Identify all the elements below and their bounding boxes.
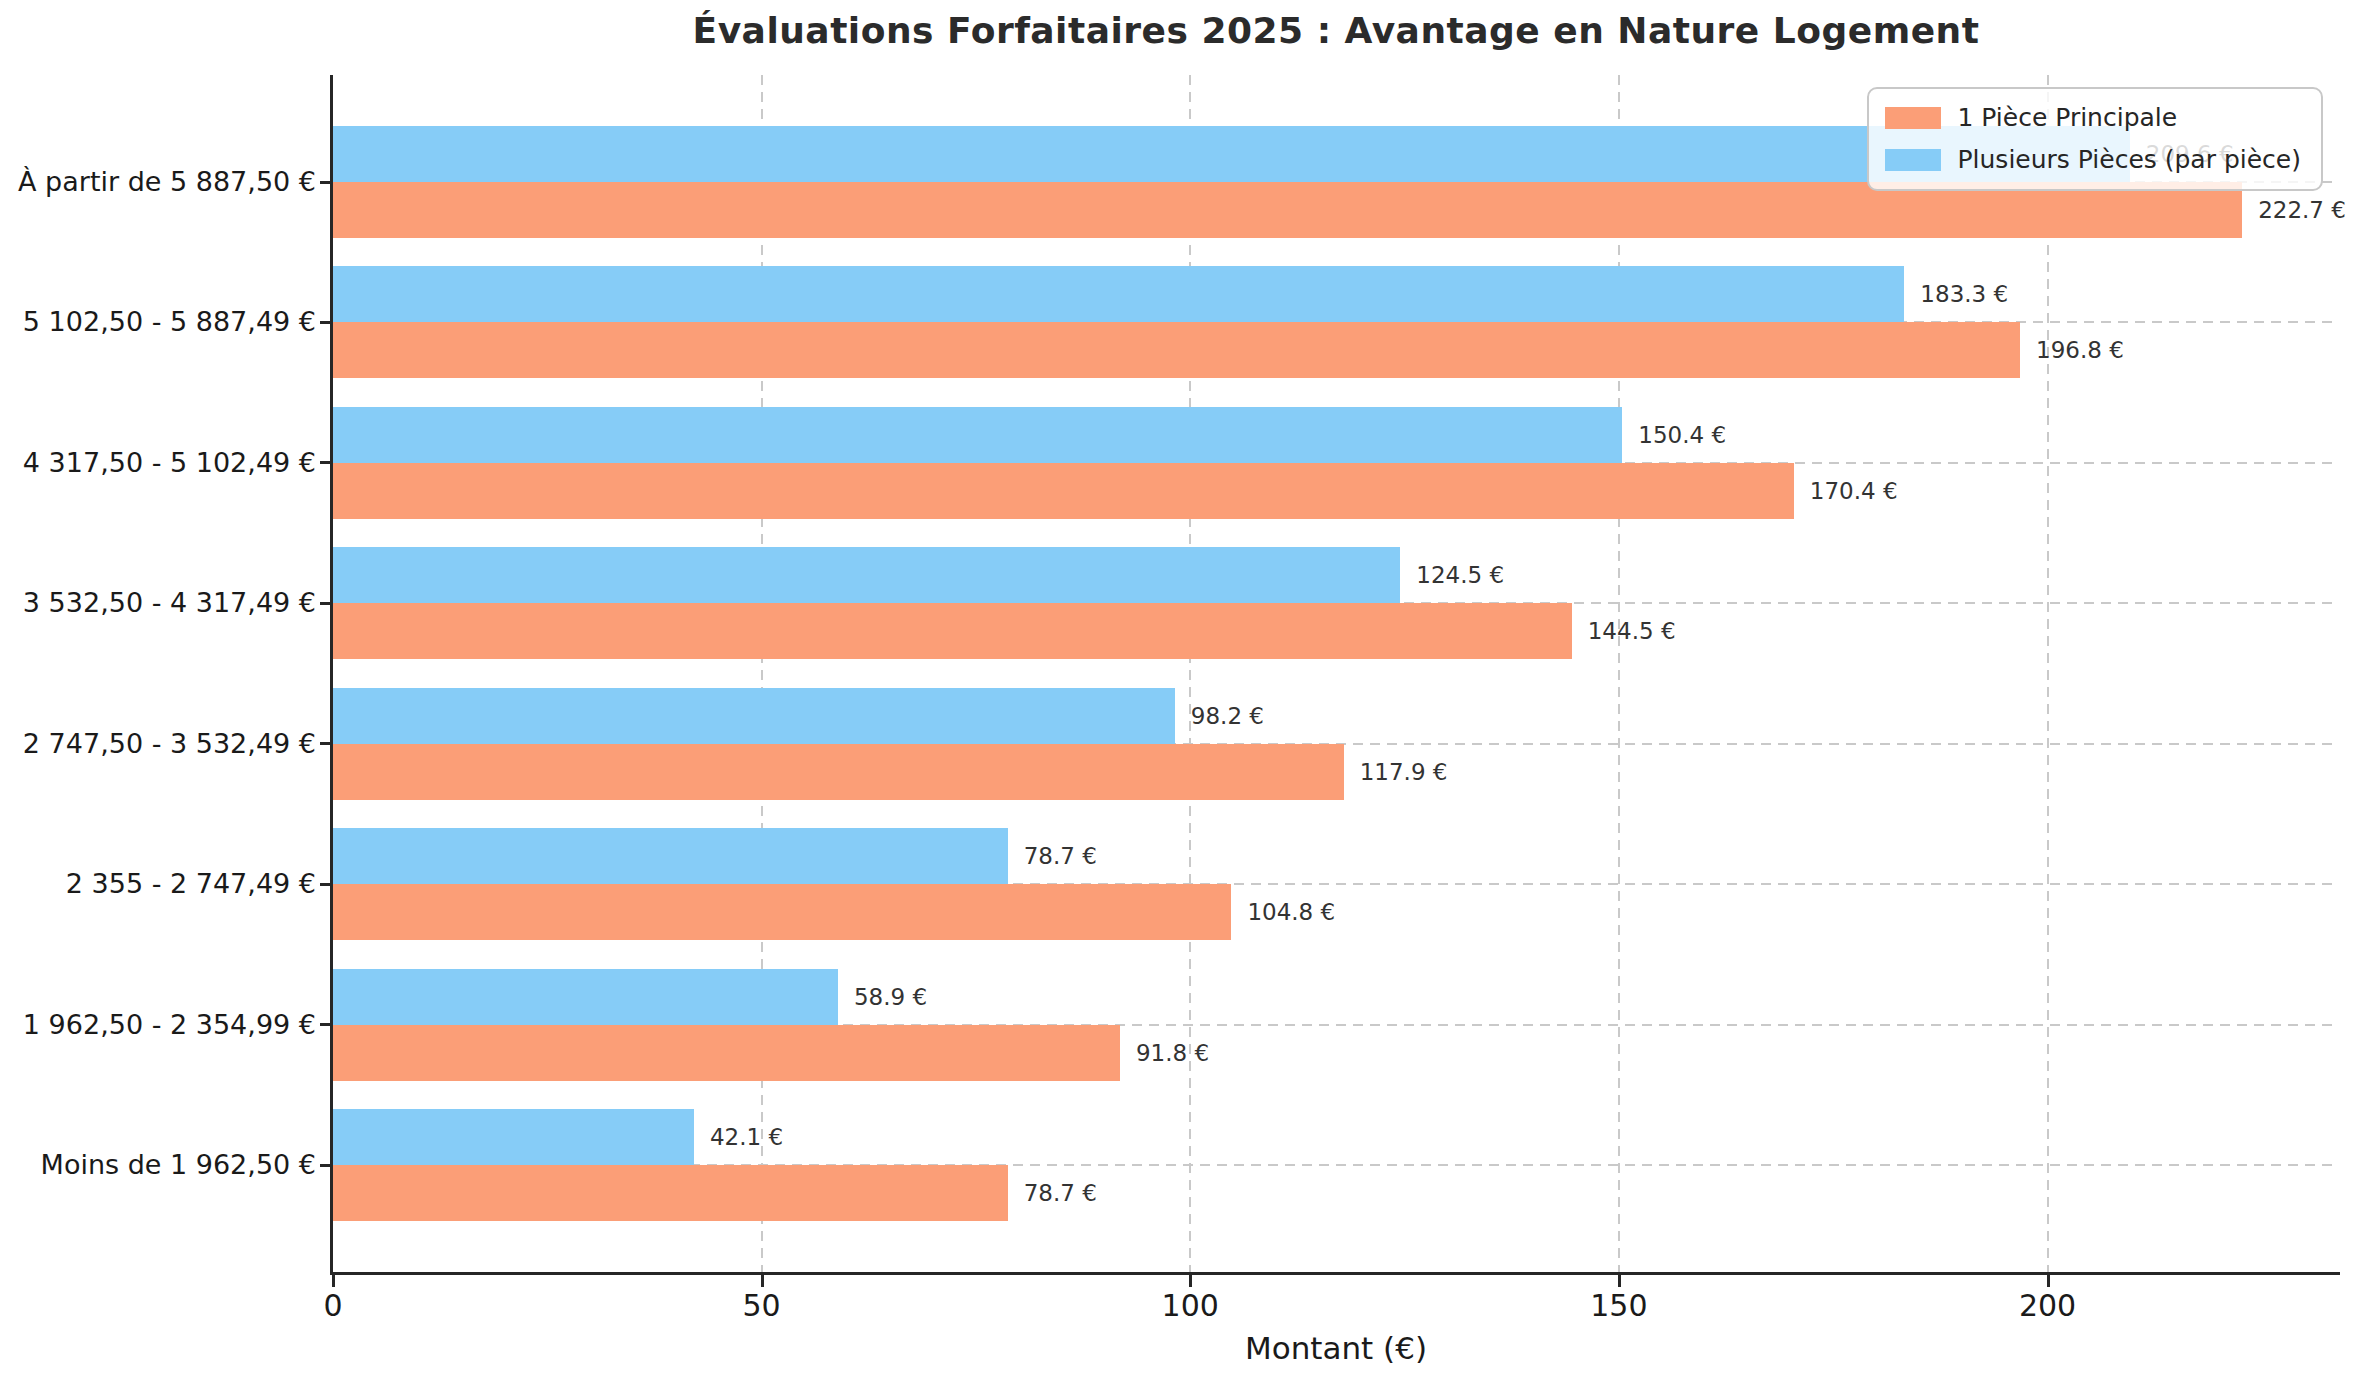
bar-value-label: 150.4 € <box>1638 420 1726 450</box>
bar-piece-principale <box>333 1025 1120 1081</box>
bar-value-label: 124.5 € <box>1416 560 1504 590</box>
y-axis-spine <box>330 75 333 1275</box>
bar-plusieurs-pieces <box>333 1109 694 1165</box>
y-tick-mark <box>320 742 332 745</box>
y-tick-label: 5 102,50 - 5 887,49 € <box>0 305 316 339</box>
legend-item-plusieurs-pieces: Plusieurs Pièces (par pièce) <box>1885 144 2301 176</box>
bar-value-label: 117.9 € <box>1360 757 1448 787</box>
bar-piece-principale <box>333 463 1794 519</box>
x-tick-mark <box>761 1275 764 1287</box>
y-tick-mark <box>320 602 332 605</box>
y-tick-mark <box>320 1023 332 1026</box>
legend-swatch-icon <box>1885 149 1941 171</box>
bar-piece-principale <box>333 603 1572 659</box>
bar-value-label: 58.9 € <box>854 982 927 1012</box>
y-tick-mark <box>320 461 332 464</box>
x-axis-title: Montant (€) <box>333 1330 2339 1366</box>
legend-label: Plusieurs Pièces (par pièce) <box>1957 144 2301 176</box>
y-tick-label: 3 532,50 - 4 317,49 € <box>0 586 316 620</box>
x-gridline <box>1618 75 1620 1272</box>
x-gridline <box>761 75 763 1272</box>
bar-value-label: 42.1 € <box>710 1122 783 1152</box>
bar-value-label: 91.8 € <box>1136 1038 1209 1068</box>
y-tick-mark <box>320 1164 332 1167</box>
legend-swatch-icon <box>1885 107 1941 129</box>
bar-plusieurs-pieces <box>333 969 838 1025</box>
y-tick-label: Moins de 1 962,50 € <box>0 1148 316 1182</box>
x-tick-mark <box>2047 1275 2050 1287</box>
x-tick-label: 0 <box>323 1288 342 1323</box>
y-tick-label: 4 317,50 - 5 102,49 € <box>0 446 316 480</box>
y-tick-mark <box>320 883 332 886</box>
y-tick-mark <box>320 181 332 184</box>
bar-value-label: 104.8 € <box>1247 897 1335 927</box>
x-axis-spine <box>330 1272 2340 1275</box>
bar-value-label: 98.2 € <box>1191 701 1264 731</box>
bar-piece-principale <box>333 744 1344 800</box>
x-tick-mark <box>1618 1275 1621 1287</box>
bar-plusieurs-pieces <box>333 126 2130 182</box>
bar-value-label: 78.7 € <box>1024 841 1097 871</box>
bar-plusieurs-pieces <box>333 828 1008 884</box>
y-tick-label: 1 962,50 - 2 354,99 € <box>0 1008 316 1042</box>
plot-area: 222.7 €196.8 €170.4 €144.5 €117.9 €104.8… <box>333 75 2339 1272</box>
bar-value-label: 170.4 € <box>1810 476 1898 506</box>
x-tick-mark <box>332 1275 335 1287</box>
figure: Évaluations Forfaitaires 2025 : Avantage… <box>0 0 2374 1380</box>
x-tick-mark <box>1189 1275 1192 1287</box>
y-tick-label: 2 747,50 - 3 532,49 € <box>0 727 316 761</box>
legend-item-piece-principale: 1 Pièce Principale <box>1885 102 2301 134</box>
bar-plusieurs-pieces <box>333 407 1622 463</box>
x-tick-label: 150 <box>1590 1288 1647 1323</box>
y-tick-label: À partir de 5 887,50 € <box>0 165 316 199</box>
x-gridline <box>1189 75 1191 1272</box>
x-tick-label: 100 <box>1162 1288 1219 1323</box>
bar-piece-principale <box>333 322 2020 378</box>
bar-value-label: 222.7 € <box>2258 195 2346 225</box>
y-tick-mark <box>320 321 332 324</box>
bar-piece-principale <box>333 1165 1008 1221</box>
bar-plusieurs-pieces <box>333 266 1904 322</box>
x-tick-label: 50 <box>743 1288 781 1323</box>
legend: 1 Pièce Principale Plusieurs Pièces (par … <box>1867 87 2323 191</box>
bar-plusieurs-pieces <box>333 547 1400 603</box>
y-tick-label: 2 355 - 2 747,49 € <box>0 867 316 901</box>
bar-value-label: 183.3 € <box>1920 279 2008 309</box>
bar-value-label: 144.5 € <box>1588 616 1676 646</box>
bar-plusieurs-pieces <box>333 688 1175 744</box>
bar-value-label: 78.7 € <box>1024 1178 1097 1208</box>
x-gridline <box>2047 75 2049 1272</box>
chart-title: Évaluations Forfaitaires 2025 : Avantage… <box>333 10 2339 51</box>
x-tick-label: 200 <box>2019 1288 2076 1323</box>
bar-piece-principale <box>333 884 1231 940</box>
bar-value-label: 196.8 € <box>2036 335 2124 365</box>
legend-label: 1 Pièce Principale <box>1957 102 2177 134</box>
